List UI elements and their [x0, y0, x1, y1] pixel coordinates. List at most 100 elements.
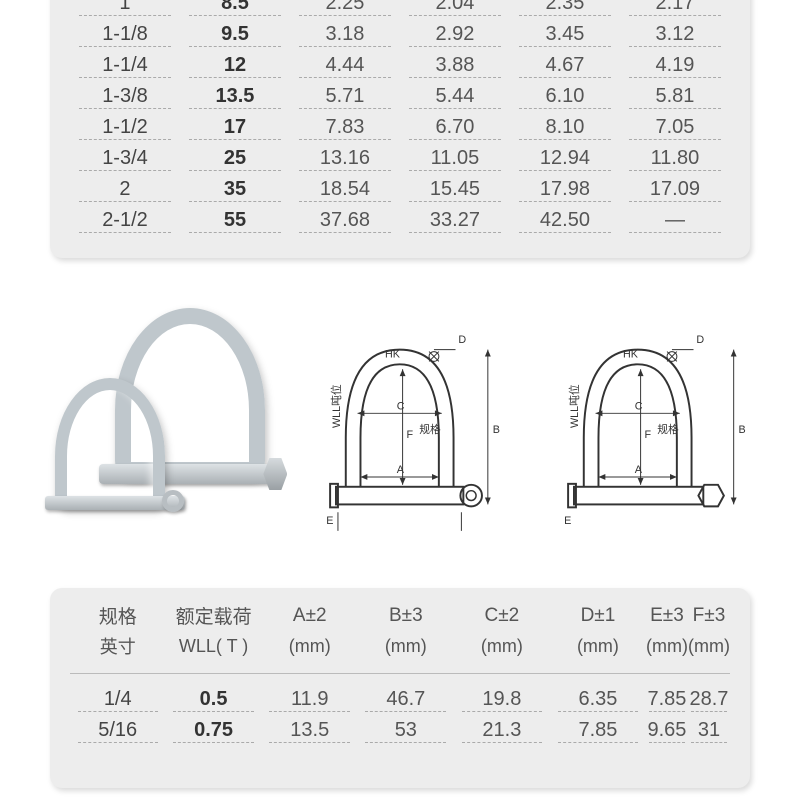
table-row: 1/40.511.946.719.86.357.8528.7	[70, 686, 730, 717]
cell: 35	[180, 176, 290, 207]
cell: 0.75	[165, 717, 261, 748]
cell: 21.3	[454, 717, 550, 748]
subheader-row: 英寸WLL( T )(mm)(mm)(mm)(mm)(mm)(mm)	[70, 633, 730, 674]
spec-table-2: 规格额定载荷A±2B±3C±2D±1E±3F±3英寸WLL( T )(mm)(m…	[70, 588, 730, 748]
cell: 11.80	[620, 145, 730, 176]
cell: 4.44	[290, 52, 400, 83]
table-row: 2-1/25537.6833.2742.50—	[70, 207, 730, 238]
svg-text:WLL吨位: WLL吨位	[330, 384, 343, 428]
cell: 55	[180, 207, 290, 238]
cell: 2.35	[510, 0, 620, 21]
spec-table-1-panel: 18.52.252.042.352.171-1/89.53.182.923.45…	[50, 0, 750, 258]
cell: 9.5	[180, 21, 290, 52]
svg-text:规格: 规格	[420, 423, 442, 436]
cell: 2	[70, 176, 180, 207]
cell: 7.83	[290, 114, 400, 145]
col-subheader: (mm)	[688, 633, 730, 674]
cell: 25	[180, 145, 290, 176]
cell: 33.27	[400, 207, 510, 238]
cell: 4.67	[510, 52, 620, 83]
cell: 2.04	[400, 0, 510, 21]
col-subheader: WLL( T )	[165, 633, 261, 674]
diagram-row: A B C D E F HK WLL吨位 规格	[50, 298, 750, 558]
spec-table-1: 18.52.252.042.352.171-1/89.53.182.923.45…	[70, 0, 730, 238]
cell: 5/16	[70, 717, 165, 748]
col-header: D±1	[550, 588, 646, 633]
svg-text:C: C	[634, 400, 642, 412]
col-subheader: (mm)	[262, 633, 358, 674]
cell: 6.35	[550, 686, 646, 717]
col-subheader: (mm)	[454, 633, 550, 674]
cell: 46.7	[358, 686, 454, 717]
svg-text:F: F	[644, 429, 651, 441]
svg-text:A: A	[634, 464, 642, 476]
shackle-diagram-screw-pin: A B C D E F HK WLL吨位 规格	[287, 308, 512, 548]
cell: 2.17	[620, 0, 730, 21]
table-row: 1-1/2177.836.708.107.05	[70, 114, 730, 145]
col-subheader: (mm)	[358, 633, 454, 674]
col-header: B±3	[358, 588, 454, 633]
cell: 4.19	[620, 52, 730, 83]
svg-text:规格: 规格	[657, 423, 679, 436]
cell: 53	[358, 717, 454, 748]
cell: 7.85	[550, 717, 646, 748]
cell: 37.68	[290, 207, 400, 238]
col-subheader: 英寸	[70, 633, 165, 674]
spec-table-2-panel: 规格额定载荷A±2B±3C±2D±1E±3F±3英寸WLL( T )(mm)(m…	[50, 588, 750, 788]
svg-text:E: E	[564, 515, 571, 527]
cell: 31	[688, 717, 730, 748]
table-row: 23518.5415.4517.9817.09	[70, 176, 730, 207]
cell: 1-1/4	[70, 52, 180, 83]
shackle-diagram-bolt-type: A B C D E F HK WLL吨位 规格	[525, 308, 750, 548]
cell: 2.92	[400, 21, 510, 52]
cell: 0.5	[165, 686, 261, 717]
cell: 19.8	[454, 686, 550, 717]
svg-text:HK: HK	[385, 348, 401, 360]
table-row: 1-1/89.53.182.923.453.12	[70, 21, 730, 52]
svg-text:D: D	[459, 334, 467, 346]
col-header: A±2	[262, 588, 358, 633]
cell: 3.45	[510, 21, 620, 52]
col-header: F±3	[688, 588, 730, 633]
cell: 13.5	[180, 83, 290, 114]
svg-text:WLL吨位: WLL吨位	[568, 384, 581, 428]
cell: 28.7	[688, 686, 730, 717]
col-header: E±3	[646, 588, 688, 633]
cell: 1-3/8	[70, 83, 180, 114]
cell: 5.71	[290, 83, 400, 114]
cell: 11.05	[400, 145, 510, 176]
cell: 2.25	[290, 0, 400, 21]
cell: 1-1/8	[70, 21, 180, 52]
cell: 5.81	[620, 83, 730, 114]
cell: 7.85	[646, 686, 688, 717]
col-header: 额定载荷	[165, 588, 261, 633]
cell: 1/4	[70, 686, 165, 717]
cell: 8.10	[510, 114, 620, 145]
cell: 1-3/4	[70, 145, 180, 176]
cell: 12.94	[510, 145, 620, 176]
svg-text:B: B	[493, 424, 500, 436]
cell: 12	[180, 52, 290, 83]
cell: 15.45	[400, 176, 510, 207]
cell: 7.05	[620, 114, 730, 145]
cell: 6.70	[400, 114, 510, 145]
cell: 17.98	[510, 176, 620, 207]
table-row: 1-3/42513.1611.0512.9411.80	[70, 145, 730, 176]
table-row: 1-1/4124.443.884.674.19	[70, 52, 730, 83]
cell: —	[620, 207, 730, 238]
svg-text:D: D	[696, 334, 704, 346]
cell: 9.65	[646, 717, 688, 748]
cell: 3.88	[400, 52, 510, 83]
svg-text:C: C	[397, 400, 405, 412]
table-row: 18.52.252.042.352.17	[70, 0, 730, 21]
col-header: C±2	[454, 588, 550, 633]
cell: 17.09	[620, 176, 730, 207]
cell: 13.5	[262, 717, 358, 748]
cell: 3.18	[290, 21, 400, 52]
col-subheader: (mm)	[550, 633, 646, 674]
svg-text:F: F	[407, 429, 414, 441]
cell: 1	[70, 0, 180, 21]
cell: 11.9	[262, 686, 358, 717]
cell: 17	[180, 114, 290, 145]
svg-text:A: A	[397, 464, 405, 476]
